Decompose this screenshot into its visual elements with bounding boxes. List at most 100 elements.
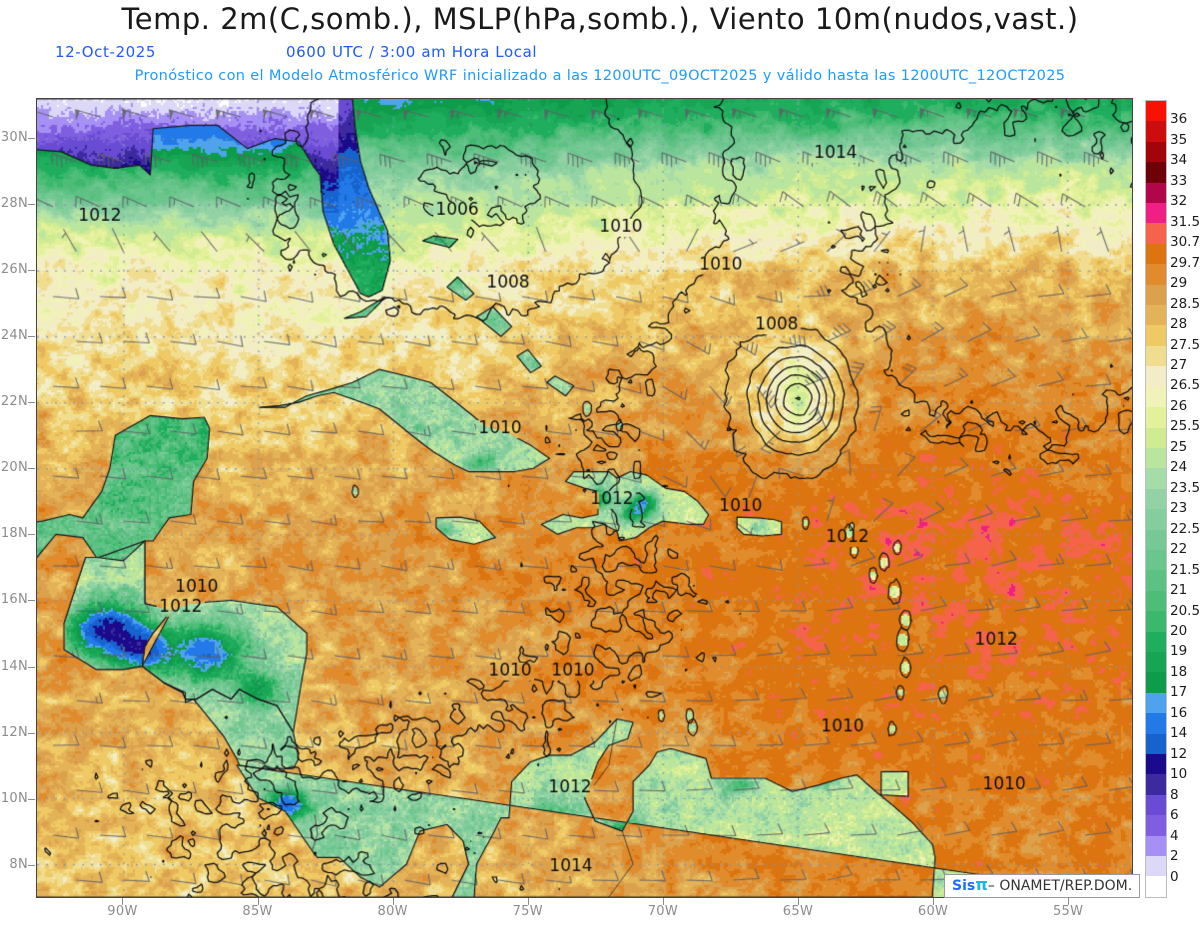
lat-tick bbox=[28, 666, 35, 668]
colorbar-swatch bbox=[1146, 815, 1166, 836]
lon-tick bbox=[933, 898, 935, 905]
lon-label: 85W bbox=[242, 904, 273, 919]
forecast-date: 12-Oct-2025 bbox=[55, 43, 157, 61]
lon-label: 90W bbox=[107, 904, 138, 919]
lon-tick bbox=[797, 898, 799, 905]
lat-label: 30N bbox=[0, 129, 28, 145]
lat-tick bbox=[28, 336, 35, 338]
colorbar-tick-label: 0 bbox=[1170, 868, 1179, 885]
lat-label: 8N bbox=[9, 856, 28, 872]
lon-tick bbox=[257, 898, 259, 905]
colorbar-swatch bbox=[1146, 754, 1166, 775]
colorbar-tick-label: 21 bbox=[1170, 582, 1188, 599]
colorbar-swatch bbox=[1146, 162, 1166, 183]
logo-sis-text: Sis bbox=[952, 878, 976, 894]
colorbar-tick-label: 16 bbox=[1170, 704, 1188, 721]
lon-label: 75W bbox=[512, 904, 543, 919]
colorbar-tick-label: 21.5 bbox=[1170, 561, 1200, 578]
colorbar-swatch bbox=[1146, 284, 1166, 306]
colorbar-swatch bbox=[1146, 488, 1166, 510]
colorbar-tick-label: 28 bbox=[1170, 316, 1188, 333]
colorbar-tick-label: 22 bbox=[1170, 541, 1188, 558]
colorbar-swatch bbox=[1146, 733, 1166, 754]
lon-tick bbox=[527, 898, 529, 905]
colorbar-tick-label: 20.5 bbox=[1170, 602, 1200, 619]
weather-map[interactable] bbox=[36, 98, 1133, 898]
forecast-time: 0600 UTC / 3:00 am Hora Local bbox=[286, 43, 538, 61]
page-title: Temp. 2m(C,somb.), MSLP(hPa,somb.), Vien… bbox=[121, 2, 1079, 36]
lon-label: 80W bbox=[377, 904, 408, 919]
lat-label: 24N bbox=[0, 328, 28, 344]
colorbar-tick-label: 29.7 bbox=[1170, 254, 1200, 271]
lat-tick bbox=[28, 402, 35, 404]
colorbar-tick-label: 12 bbox=[1170, 745, 1188, 762]
subtitle-row: 12-Oct-2025 0600 UTC / 3:00 am Hora Loca… bbox=[0, 43, 1200, 65]
colorbar-swatch bbox=[1146, 509, 1166, 530]
colorbar-swatch bbox=[1146, 611, 1166, 632]
colorbar-swatch bbox=[1146, 794, 1166, 816]
colorbar-swatch bbox=[1146, 529, 1166, 550]
colorbar-swatch bbox=[1146, 631, 1166, 652]
temperature-colorbar bbox=[1145, 100, 1167, 898]
colorbar-swatch bbox=[1146, 243, 1166, 265]
map-canvas bbox=[37, 99, 1132, 897]
colorbar-swatch bbox=[1146, 203, 1166, 224]
colorbar-swatch bbox=[1146, 570, 1166, 591]
colorbar-tick-label: 31.5 bbox=[1170, 213, 1200, 230]
lat-label: 28N bbox=[0, 195, 28, 211]
lat-label: 26N bbox=[0, 261, 28, 277]
logo-pi-icon: π bbox=[975, 875, 988, 894]
map-header: Temp. 2m(C,somb.), MSLP(hPa,somb.), Vien… bbox=[0, 0, 1200, 96]
colorbar-tick-label: 25 bbox=[1170, 438, 1188, 455]
colorbar-swatch bbox=[1146, 264, 1166, 285]
lat-tick bbox=[28, 203, 35, 205]
lat-tick bbox=[28, 864, 35, 866]
colorbar-swatch bbox=[1146, 427, 1166, 448]
colorbar-tick-label: 20 bbox=[1170, 623, 1188, 639]
lat-label: 12N bbox=[0, 724, 28, 740]
lat-tick bbox=[28, 600, 35, 602]
colorbar-tick-label: 24 bbox=[1170, 459, 1188, 476]
colorbar-swatch bbox=[1146, 386, 1166, 408]
colorbar-tick-label: 17 bbox=[1170, 684, 1188, 701]
lat-tick bbox=[28, 468, 35, 470]
colorbar-swatch bbox=[1146, 876, 1166, 897]
colorbar-tick-label: 23.5 bbox=[1170, 479, 1200, 496]
colorbar-tick-label: 32 bbox=[1170, 193, 1188, 210]
logo-org-text: – ONAMET/REP.DOM. bbox=[987, 878, 1133, 894]
colorbar-tick-label: 4 bbox=[1170, 827, 1179, 844]
lon-label: 70W bbox=[647, 904, 678, 919]
colorbar-tick-label: 2 bbox=[1170, 848, 1179, 865]
colorbar-swatch bbox=[1146, 182, 1166, 204]
colorbar-tick-label: 6 bbox=[1170, 807, 1179, 824]
colorbar-tick-label: 29 bbox=[1170, 275, 1188, 292]
colorbar-tick-label: 10 bbox=[1170, 766, 1188, 783]
colorbar-tick-label: 14 bbox=[1170, 725, 1188, 742]
provider-logo: Sisπ– ONAMET/REP.DOM. bbox=[944, 874, 1141, 898]
colorbar-swatch bbox=[1146, 549, 1166, 571]
lon-label: 55W bbox=[1052, 904, 1084, 919]
colorbar-swatch bbox=[1146, 835, 1166, 857]
lat-label: 18N bbox=[0, 526, 28, 542]
lat-label: 10N bbox=[0, 790, 28, 806]
colorbar-tick-label: 23 bbox=[1170, 500, 1188, 517]
lat-label: 20N bbox=[0, 460, 28, 476]
lon-label: 65W bbox=[782, 904, 814, 919]
colorbar-tick-label: 27 bbox=[1170, 357, 1188, 373]
colorbar-tick-label: 36 bbox=[1170, 111, 1188, 128]
colorbar-swatch bbox=[1146, 407, 1166, 428]
temperature-colorbar-labels: 36 35 34 33 32 31.5 30.7 29.7 29 28.5 28 27.5 27 26.5… bbox=[1170, 100, 1200, 898]
colorbar-swatch bbox=[1146, 366, 1166, 387]
lon-tick bbox=[662, 898, 664, 905]
colorbar-swatch bbox=[1146, 223, 1166, 244]
colorbar-swatch bbox=[1146, 713, 1166, 734]
colorbar-tick-label: 35 bbox=[1170, 131, 1188, 148]
colorbar-tick-label: 34 bbox=[1170, 152, 1188, 169]
lat-tick bbox=[28, 732, 35, 734]
colorbar-swatch bbox=[1146, 345, 1166, 367]
colorbar-tick-label: 18 bbox=[1170, 663, 1188, 680]
colorbar-tick-label: 30.7 bbox=[1170, 234, 1200, 251]
lon-tick bbox=[392, 898, 394, 905]
colorbar-swatch bbox=[1146, 651, 1166, 673]
